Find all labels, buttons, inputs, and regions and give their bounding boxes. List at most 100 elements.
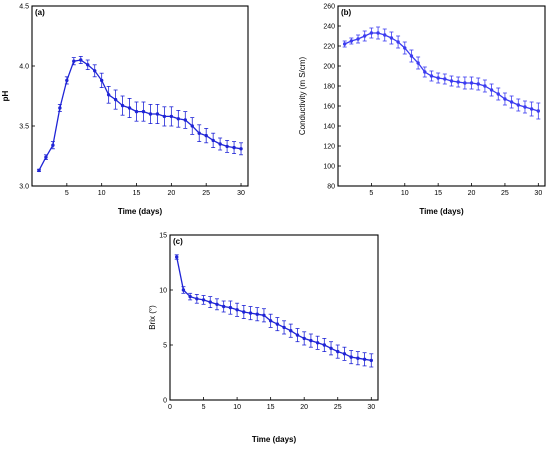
data-point <box>275 322 280 326</box>
x-tick-label: 30 <box>534 190 542 197</box>
data-point <box>215 302 219 306</box>
data-point <box>436 76 440 80</box>
data-point <box>356 37 360 41</box>
data-point <box>113 97 118 102</box>
data-point <box>342 42 347 46</box>
data-point <box>148 112 153 116</box>
data-point <box>396 40 400 44</box>
data-point <box>218 142 222 146</box>
data-point <box>235 308 239 312</box>
data-point <box>423 70 427 74</box>
data-point <box>65 78 69 83</box>
data-point <box>221 304 226 309</box>
y-tick-label: 220 <box>323 44 335 51</box>
data-point <box>356 356 360 360</box>
y-tick-label: 240 <box>323 24 335 31</box>
data-point <box>255 312 259 316</box>
y-axis-label: Conductivity (m S/cm) <box>298 57 307 136</box>
y-tick-label: 0 <box>163 398 167 405</box>
data-point <box>162 114 167 119</box>
data-point <box>120 103 125 108</box>
data-point <box>134 109 139 114</box>
data-point <box>509 100 514 104</box>
panel-c: 0 5 10 15 20 25 30 0 5 10 15 Time (days) Brix (°) (c) <box>148 233 379 444</box>
data-point <box>155 112 160 116</box>
data-point <box>362 357 367 361</box>
data-point <box>201 298 206 302</box>
panel-label: (b) <box>341 8 352 17</box>
y-tick-label: 180 <box>323 84 335 91</box>
y-tick-label: 120 <box>323 144 335 151</box>
data-point <box>37 168 41 173</box>
data-point <box>342 352 347 356</box>
x-tick-label: 5 <box>65 190 69 197</box>
data-point <box>72 59 76 63</box>
data-point <box>363 34 367 38</box>
plot-frame <box>337 5 546 187</box>
data-point <box>208 300 212 304</box>
data-point <box>183 118 187 122</box>
y-tick-label: 160 <box>323 104 335 111</box>
data-point <box>268 319 273 323</box>
data-point <box>443 77 447 81</box>
data-point <box>188 294 192 299</box>
data-point <box>489 88 494 92</box>
data-point <box>181 288 186 292</box>
x-tick-label: 15 <box>267 404 275 411</box>
x-axis-label: Time (days) <box>252 435 297 444</box>
data-point <box>383 33 387 37</box>
data-point <box>496 92 500 96</box>
data-point <box>483 84 487 88</box>
y-tick-label: 10 <box>159 288 167 295</box>
data-point <box>289 329 293 333</box>
x-tick-label: 0 <box>168 404 172 411</box>
data-point <box>106 93 111 97</box>
data-point <box>169 114 174 119</box>
data-point <box>409 54 414 58</box>
data-point <box>416 61 420 65</box>
data-point <box>195 297 199 301</box>
data-point <box>239 147 243 151</box>
plot-frame <box>31 5 249 187</box>
data-point <box>262 313 266 317</box>
y-tick-label: 5 <box>163 343 167 350</box>
data-point <box>329 346 333 350</box>
data-point <box>336 349 340 354</box>
x-tick-label: 5 <box>369 190 373 197</box>
x-tick-label: 25 <box>501 190 509 197</box>
y-tick-label: 100 <box>323 164 335 171</box>
data-point <box>369 31 374 35</box>
y-tick-label: 200 <box>323 64 335 71</box>
panel-b: 5 10 15 20 25 30 80 100 120 140 160 180 200 220 240 260… <box>298 4 546 216</box>
data-point <box>248 311 253 315</box>
data-point <box>225 144 229 149</box>
data-point <box>309 338 313 343</box>
panel-a: 5 10 15 20 25 30 3.0 3.5 4.0 4.5 Time (days) pH (a) <box>1 4 249 216</box>
x-axis-label: Time (days) <box>419 207 464 216</box>
x-axis-label: Time (days) <box>118 207 163 216</box>
data-point <box>429 74 434 78</box>
data-point <box>503 97 507 101</box>
y-tick-label: 4.5 <box>19 4 29 11</box>
y-tick-label: 3.5 <box>19 124 29 131</box>
data-point <box>228 305 233 310</box>
plot-frame <box>169 234 379 401</box>
x-tick-label: 25 <box>202 190 210 197</box>
y-axis-label: pH <box>1 90 10 101</box>
data-point <box>389 36 394 40</box>
data-point <box>282 325 286 330</box>
data-point <box>204 133 208 138</box>
data-point <box>476 82 480 86</box>
data-point <box>51 143 55 147</box>
x-tick-label: 25 <box>334 404 342 411</box>
data-point <box>376 31 380 35</box>
data-point <box>449 79 454 83</box>
x-tick-label: 15 <box>133 190 141 197</box>
data-point <box>523 105 527 109</box>
panel-label: (a) <box>35 8 45 17</box>
data-point <box>79 58 83 62</box>
y-tick-label: 3.0 <box>19 184 29 191</box>
x-tick-label: 30 <box>367 404 375 411</box>
data-point <box>127 106 132 110</box>
